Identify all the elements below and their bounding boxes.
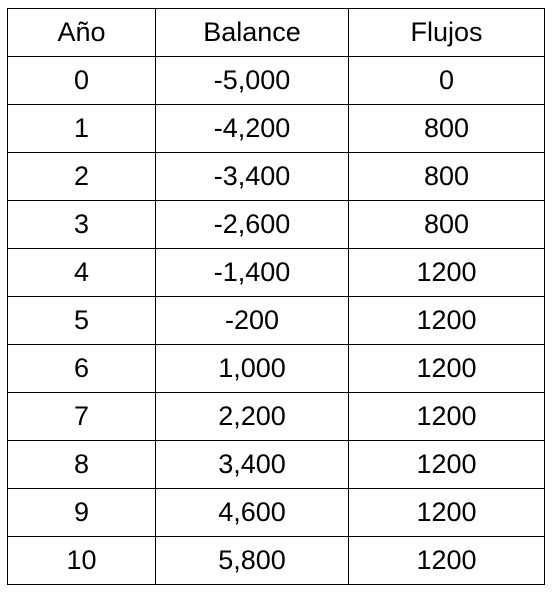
cell-year: 4 xyxy=(7,248,156,297)
cell-balance: -5,000 xyxy=(155,56,349,105)
cell-flows: 1200 xyxy=(348,248,545,297)
table-row: 5 -200 1200 xyxy=(7,296,545,345)
cell-year: 7 xyxy=(7,392,156,441)
table-row: 1 -4,200 800 xyxy=(7,104,545,153)
cell-balance: -3,400 xyxy=(155,152,349,201)
cell-balance: 2,200 xyxy=(155,392,349,441)
cell-year: 10 xyxy=(7,536,156,585)
cell-flows: 800 xyxy=(348,152,545,201)
table-header-row: Año Balance Flujos xyxy=(7,8,545,57)
cell-flows: 1200 xyxy=(348,536,545,585)
cash-flow-table: Año Balance Flujos 0 -5,000 0 1 -4,200 8… xyxy=(7,8,545,585)
cell-balance: -2,600 xyxy=(155,200,349,249)
cell-year: 1 xyxy=(7,104,156,153)
cell-balance: -4,200 xyxy=(155,104,349,153)
cell-balance: -200 xyxy=(155,296,349,345)
cell-flows: 1200 xyxy=(348,488,545,537)
cell-balance: 1,000 xyxy=(155,344,349,393)
cell-year: 0 xyxy=(7,56,156,105)
table-row: 10 5,800 1200 xyxy=(7,536,545,585)
data-table-container: Año Balance Flujos 0 -5,000 0 1 -4,200 8… xyxy=(7,8,545,585)
header-balance: Balance xyxy=(155,8,349,57)
header-year: Año xyxy=(7,8,156,57)
cell-year: 8 xyxy=(7,440,156,489)
cell-flows: 1200 xyxy=(348,392,545,441)
table-row: 4 -1,400 1200 xyxy=(7,248,545,297)
table-row: 8 3,400 1200 xyxy=(7,440,545,489)
cell-balance: 4,600 xyxy=(155,488,349,537)
cell-balance: 5,800 xyxy=(155,536,349,585)
cell-flows: 800 xyxy=(348,104,545,153)
table-row: 6 1,000 1200 xyxy=(7,344,545,393)
cell-year: 2 xyxy=(7,152,156,201)
cell-flows: 1200 xyxy=(348,296,545,345)
cell-year: 5 xyxy=(7,296,156,345)
table-row: 7 2,200 1200 xyxy=(7,392,545,441)
cell-flows: 1200 xyxy=(348,344,545,393)
cell-flows: 0 xyxy=(348,56,545,105)
header-flows: Flujos xyxy=(348,8,545,57)
cell-year: 3 xyxy=(7,200,156,249)
table-row: 2 -3,400 800 xyxy=(7,152,545,201)
cell-year: 9 xyxy=(7,488,156,537)
cell-year: 6 xyxy=(7,344,156,393)
cell-flows: 1200 xyxy=(348,440,545,489)
cell-balance: -1,400 xyxy=(155,248,349,297)
table-row: 3 -2,600 800 xyxy=(7,200,545,249)
cell-flows: 800 xyxy=(348,200,545,249)
table-row: 0 -5,000 0 xyxy=(7,56,545,105)
table-row: 9 4,600 1200 xyxy=(7,488,545,537)
cell-balance: 3,400 xyxy=(155,440,349,489)
